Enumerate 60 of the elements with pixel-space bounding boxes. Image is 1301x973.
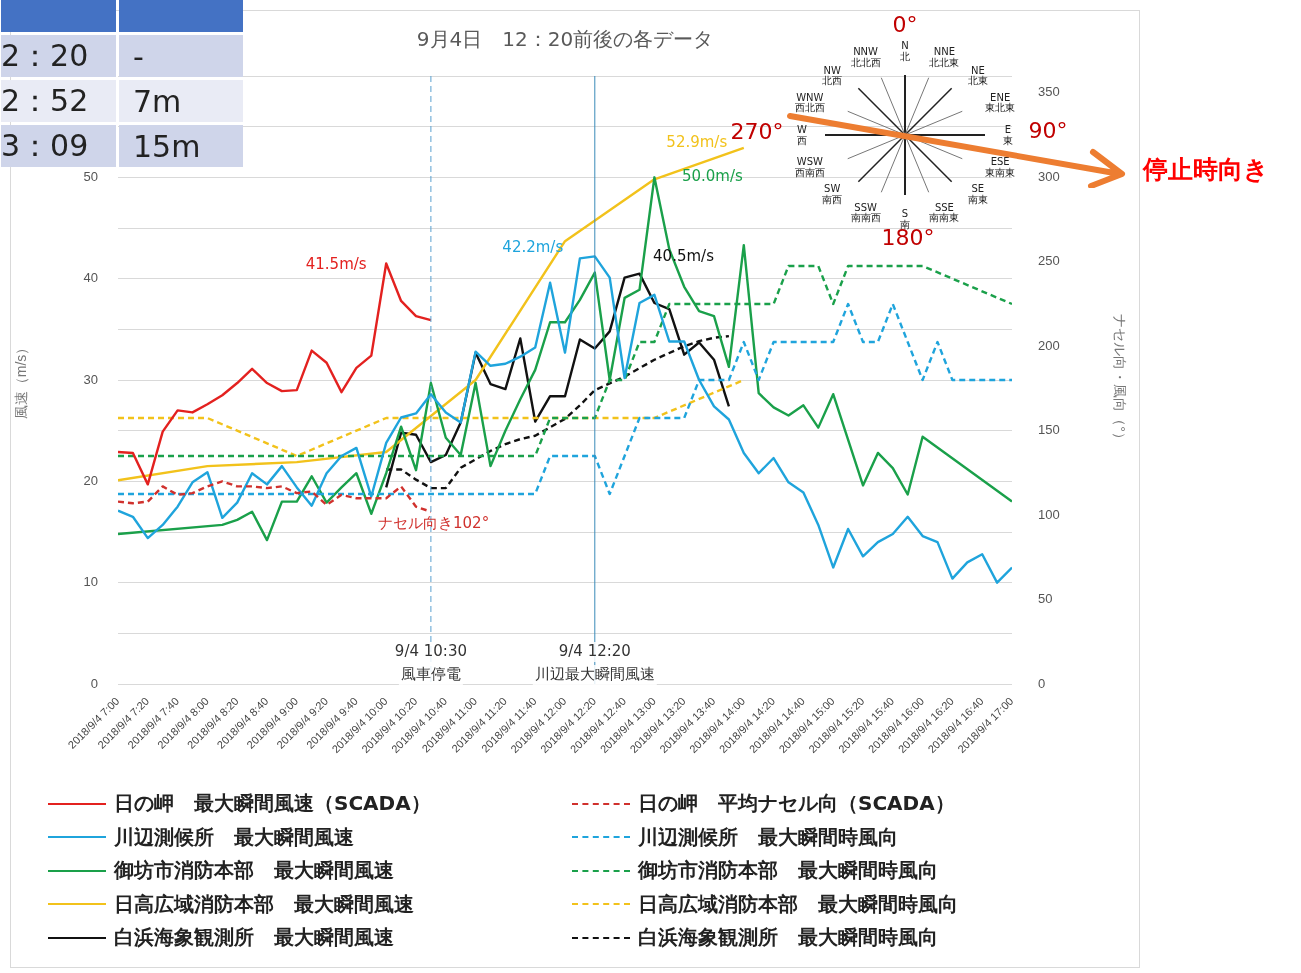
legend-label: 御坊市消防本部 最大瞬間風速: [114, 857, 394, 884]
annotation: S 南: [900, 207, 910, 230]
legend-label: 御坊市消防本部 最大瞬間時風向: [638, 857, 938, 884]
text: 停止時向き: [1143, 155, 1269, 184]
annotation: E 東: [1003, 123, 1013, 146]
legend-label: 日高広域消防本部 最大瞬間時風向: [638, 890, 958, 918]
y-axis-title: 風速（m/s）: [13, 340, 30, 420]
text: 3：09: [1, 125, 116, 167]
y-tick-label: 20: [83, 472, 98, 488]
chart-title: 9月4日 12：20前後の各データ: [415, 26, 715, 53]
y2-tick-label: 150: [1038, 422, 1060, 438]
y2-tick-label: 0: [1038, 675, 1046, 691]
text: N 北: [900, 39, 910, 62]
annotation: SSE 南南東: [929, 201, 960, 224]
ref-line-label: 9/4 10:30 風車停電: [394, 641, 467, 683]
y2-tick-label: 300: [1038, 168, 1060, 184]
annotation: 15m: [119, 125, 243, 167]
legend-label: 日の岬 最大瞬間風速（SCADA）: [114, 790, 431, 817]
y2-axis-title: ナセル向・風向（°）: [1111, 314, 1128, 446]
y2-tick-label: 100: [1038, 506, 1060, 522]
text: 2：20: [1, 35, 116, 77]
y2-tick-label: 350: [1038, 84, 1060, 100]
y-tick-label: 0: [90, 675, 98, 691]
annotation: NW 北西: [822, 64, 843, 87]
y-tick-label: 30: [83, 371, 98, 387]
annotation: NE 北東: [967, 64, 988, 87]
y2-tick-label: 250: [1038, 253, 1060, 269]
legend-label: 白浜海象観測所 最大瞬間風速: [114, 924, 394, 951]
text: 90°: [1028, 118, 1068, 143]
y2-tick-label: 200: [1038, 337, 1060, 353]
annotation: ナセル向き102°: [378, 514, 490, 532]
legend-label: 白浜海象観測所 最大瞬間時風向: [638, 924, 938, 951]
annotation: 50.0m/s: [681, 167, 744, 186]
annotation: ENE 東北東: [985, 91, 1016, 114]
annotation: WSW 西南西: [794, 155, 825, 178]
legend-label: 日の岬 平均ナセル向（SCADA）: [638, 790, 955, 817]
annotation: WNW 西北西: [794, 91, 825, 114]
text: NNW 北北西: [850, 45, 881, 68]
annotation: SE 南東: [967, 182, 988, 205]
text: NNE 北北東: [929, 45, 960, 68]
legend-label: 日高広域消防本部 最大瞬間風速: [114, 890, 414, 918]
annotation: SW 南西: [822, 182, 843, 205]
annotation: 7m: [119, 80, 243, 122]
annotation: 270°: [730, 119, 784, 144]
ref-line-label: 9/4 12:20 川辺最大瞬間風速: [534, 641, 655, 683]
text: 2：52: [1, 80, 116, 122]
annotation: W 西: [797, 123, 807, 146]
text: -: [119, 35, 243, 77]
legend-label: 川辺測候所 最大瞬間時風向: [638, 823, 898, 851]
legend-label: 川辺測候所 最大瞬間風速: [114, 823, 354, 851]
y2-tick-label: 50: [1038, 591, 1053, 607]
annotation: ESE 東南東: [985, 155, 1016, 178]
text: 0°: [892, 12, 918, 37]
y-tick-label: 40: [83, 270, 98, 286]
y-tick-label: 10: [83, 574, 98, 590]
annotation: 41.5m/s: [305, 255, 367, 274]
line-series: [118, 480, 433, 513]
annotation: 52.9m/s: [666, 132, 728, 151]
annotation: SSW 南南西: [850, 201, 881, 224]
y-tick-label: 50: [83, 168, 98, 184]
